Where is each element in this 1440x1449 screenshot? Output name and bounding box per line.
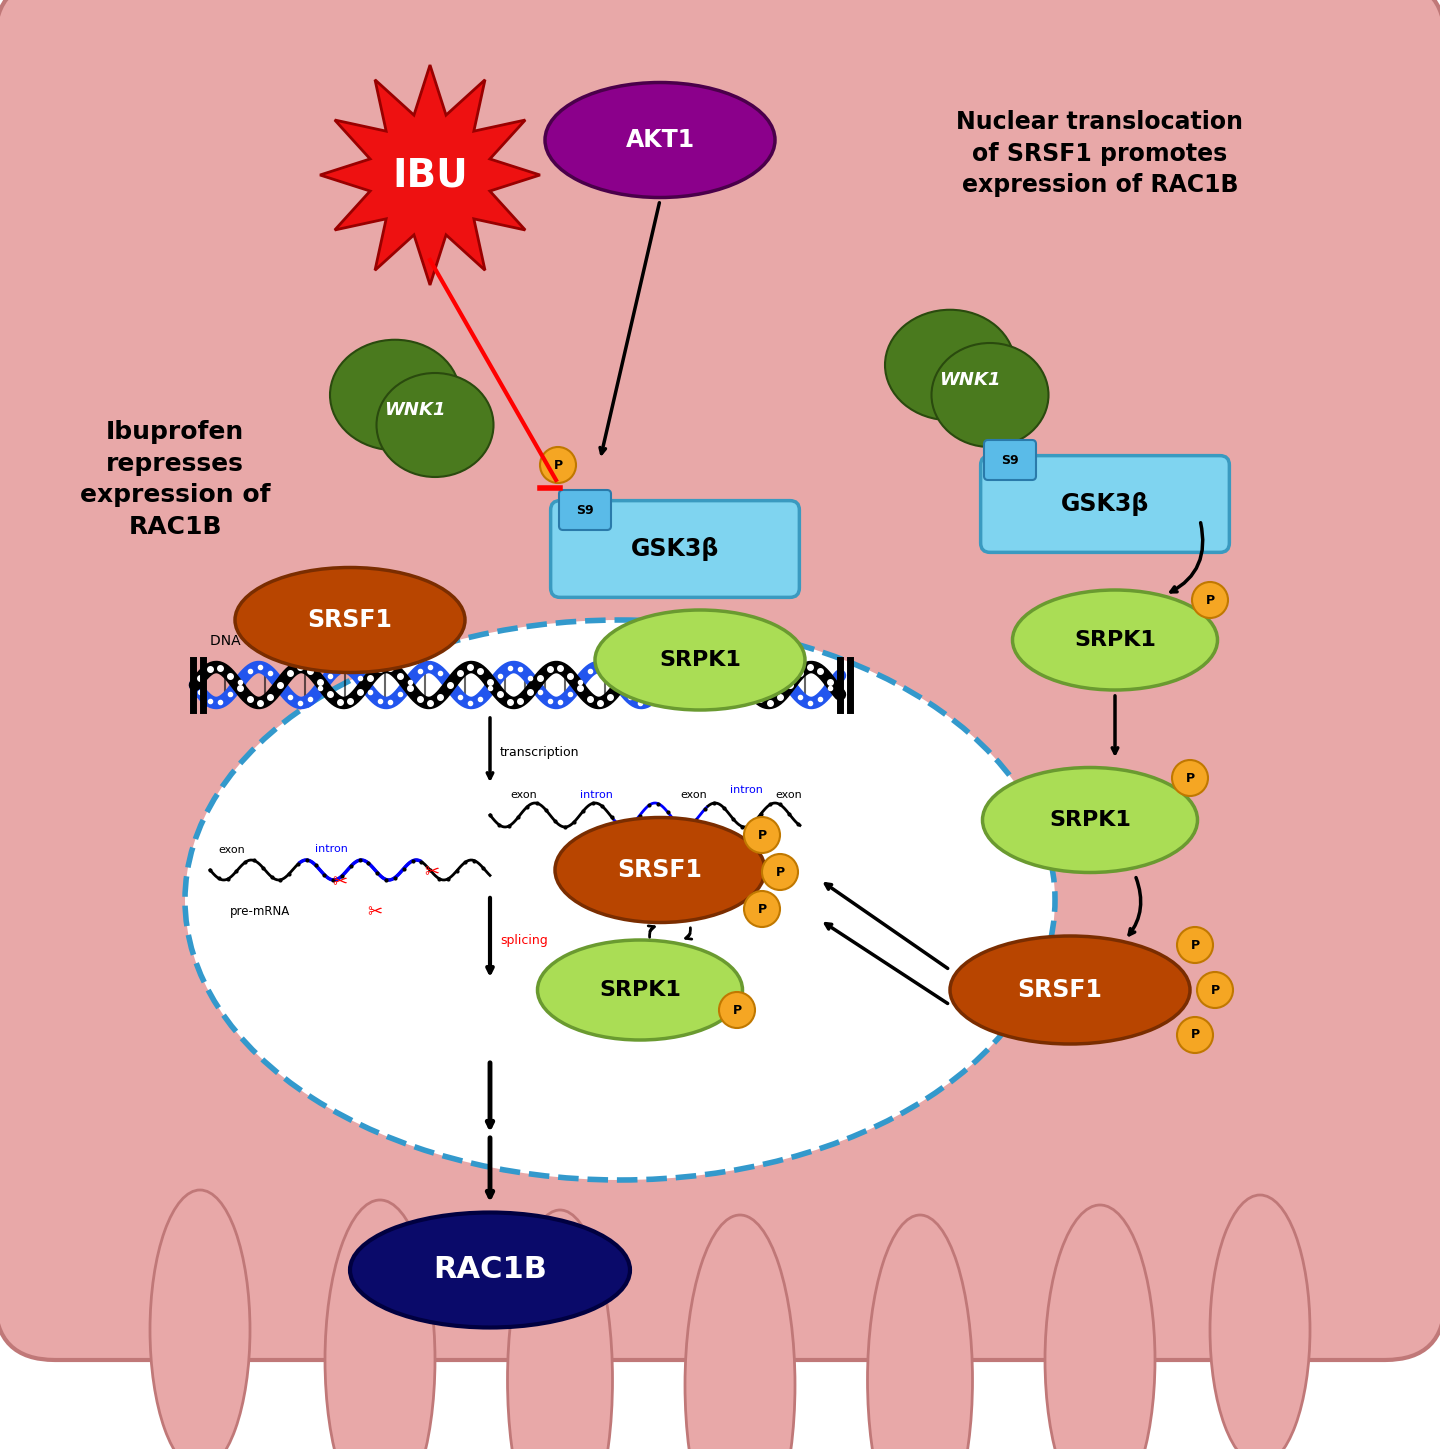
Ellipse shape [886,310,1015,420]
FancyBboxPatch shape [550,501,799,597]
Text: WNK1: WNK1 [939,371,1001,388]
FancyBboxPatch shape [981,455,1230,552]
Ellipse shape [762,853,798,890]
Text: SRSF1: SRSF1 [618,858,703,882]
Text: GSK3β: GSK3β [631,538,719,561]
Text: intron: intron [580,790,613,800]
Ellipse shape [685,1216,795,1449]
Text: SRPK1: SRPK1 [1074,630,1156,651]
Ellipse shape [325,1200,435,1449]
Ellipse shape [932,343,1048,446]
Text: splicing: splicing [500,933,547,946]
Ellipse shape [376,372,494,477]
Ellipse shape [867,1216,972,1449]
Text: exon: exon [510,790,537,800]
FancyBboxPatch shape [559,490,611,530]
Text: intron: intron [730,785,763,796]
Text: exon: exon [775,790,802,800]
Ellipse shape [537,940,743,1040]
Ellipse shape [744,817,780,853]
Text: exon: exon [217,845,245,855]
Text: WNK1: WNK1 [384,401,446,419]
Text: Nuclear translocation
of SRSF1 promotes
expression of RAC1B: Nuclear translocation of SRSF1 promotes … [956,110,1244,197]
Text: GSK3β: GSK3β [1061,493,1149,516]
Text: DNA (gene): DNA (gene) [210,635,291,648]
Ellipse shape [1176,927,1212,964]
Text: transcription: transcription [500,745,579,758]
Ellipse shape [1012,590,1217,690]
Text: SRPK1: SRPK1 [599,980,681,1000]
Text: ✂: ✂ [367,903,383,922]
Text: P: P [1185,771,1195,784]
Text: P: P [1191,1029,1200,1042]
Ellipse shape [540,446,576,483]
Ellipse shape [1192,582,1228,619]
Ellipse shape [150,1190,251,1449]
Text: P: P [1211,984,1220,997]
Ellipse shape [350,1213,631,1327]
FancyBboxPatch shape [984,440,1035,480]
Text: RAC1B: RAC1B [433,1255,547,1284]
Ellipse shape [1210,1195,1310,1449]
Text: SRSF1: SRSF1 [1018,978,1103,1003]
Ellipse shape [950,936,1189,1043]
Ellipse shape [595,610,805,710]
Text: pre-mRNA: pre-mRNA [230,906,291,919]
Polygon shape [320,65,540,285]
Text: P: P [1205,594,1214,607]
Ellipse shape [507,1210,612,1449]
Text: SRPK1: SRPK1 [660,651,742,669]
Text: SRSF1: SRSF1 [308,609,393,632]
Ellipse shape [1176,1017,1212,1053]
Text: ✂: ✂ [425,864,439,881]
Ellipse shape [184,620,1056,1179]
Ellipse shape [235,568,465,672]
Text: P: P [757,903,766,916]
Text: S9: S9 [1001,454,1020,467]
Text: SRPK1: SRPK1 [1050,810,1130,830]
Ellipse shape [1197,972,1233,1009]
Text: P: P [1191,939,1200,952]
Text: IBU: IBU [392,156,468,194]
Text: P: P [733,1004,742,1017]
Text: P: P [775,865,785,878]
Text: AKT1: AKT1 [625,128,694,152]
Ellipse shape [744,891,780,927]
Ellipse shape [982,768,1198,872]
Text: P: P [757,829,766,842]
Ellipse shape [544,83,775,197]
Text: P: P [553,458,563,471]
Text: exon: exon [680,790,707,800]
Ellipse shape [330,339,459,451]
Ellipse shape [1045,1206,1155,1449]
Ellipse shape [554,817,765,923]
Text: intron: intron [315,843,348,853]
FancyBboxPatch shape [0,0,1440,1361]
Text: ✂: ✂ [333,872,347,891]
Ellipse shape [1172,759,1208,796]
Ellipse shape [719,993,755,1027]
Text: S9: S9 [576,503,593,516]
Text: Ibuprofen
represses
expression of
RAC1B: Ibuprofen represses expression of RAC1B [79,420,271,539]
